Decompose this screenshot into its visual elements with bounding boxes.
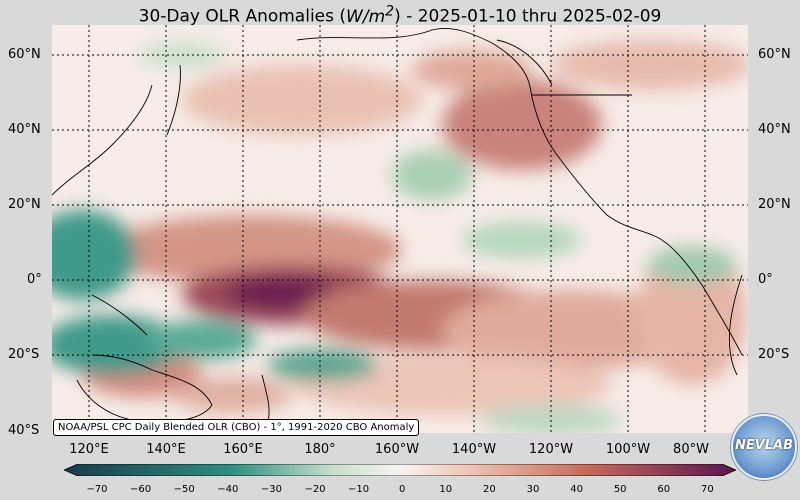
lon-label: 160°E [223, 442, 263, 457]
lat-label-right: 20°S [758, 347, 790, 362]
lat-label-right: 40°N [758, 122, 791, 137]
coastlines [52, 28, 743, 426]
lon-label: 120°E [69, 442, 109, 457]
lat-label-left: 20°N [8, 197, 41, 212]
title-unit-exponent: 2 [385, 3, 395, 19]
colorbar-tick-label: −40 [217, 484, 239, 495]
title-paren: ) [394, 6, 401, 27]
colorbar-tick-label: 0 [399, 484, 406, 495]
title-unit: W/m [346, 6, 386, 27]
colorbar-tick-label: 20 [483, 484, 496, 495]
map-field [52, 25, 748, 433]
lat-label-left: 60°N [8, 47, 41, 62]
colorbar-tick-label: 50 [613, 484, 627, 495]
logo-text: NEVLAB [734, 438, 794, 453]
colorbar-tick-label: −30 [260, 484, 282, 495]
colorbar-tick-label: 40 [570, 484, 583, 495]
lon-label: 160°W [374, 442, 420, 457]
colorbar [64, 464, 736, 476]
lat-label-left: 0° [27, 272, 42, 287]
lat-label-right: 0° [758, 272, 773, 287]
data-source-label: NOAA/PSL CPC Daily Blended OLR (CBO) - 1… [53, 419, 420, 436]
colorbar-tick-label: −60 [130, 484, 152, 495]
lat-label-left: 20°S [8, 347, 40, 362]
colorbar-tick-label: 70 [701, 484, 714, 495]
olr-anomaly-map [52, 25, 748, 433]
graticule [52, 25, 748, 433]
colorbar-tick-label: −50 [173, 484, 195, 495]
lon-label: 180° [304, 442, 336, 457]
lon-label: 120°W [528, 442, 574, 457]
colorbar-tick-label: −20 [304, 484, 326, 495]
map-title: 30-Day OLR Anomalies (W/m2) - 2025-01-10… [0, 0, 800, 28]
title-date-range: - 2025-01-10 thru 2025-02-09 [400, 6, 662, 27]
colorbar-tick-label: 60 [657, 484, 671, 495]
colorbar-tick-label: −10 [348, 484, 370, 495]
lon-label: 140°W [451, 442, 497, 457]
lon-label: 140°E [146, 442, 186, 457]
title-text: 30-Day OLR Anomalies ( [138, 6, 347, 27]
colorbar-tick-label: 30 [526, 484, 540, 495]
lat-label-left: 40°S [8, 423, 40, 438]
lon-label: 80°W [673, 442, 709, 457]
noaa-psl-logo: NEVLAB [731, 414, 797, 480]
colorbar-tick-label: −70 [86, 484, 108, 495]
lat-label-right: 20°N [758, 197, 791, 212]
lon-label: 100°W [605, 442, 651, 457]
lat-label-left: 40°N [8, 122, 41, 137]
colorbar-tick-label: 10 [439, 484, 453, 495]
lat-label-right: 60°N [758, 47, 791, 62]
